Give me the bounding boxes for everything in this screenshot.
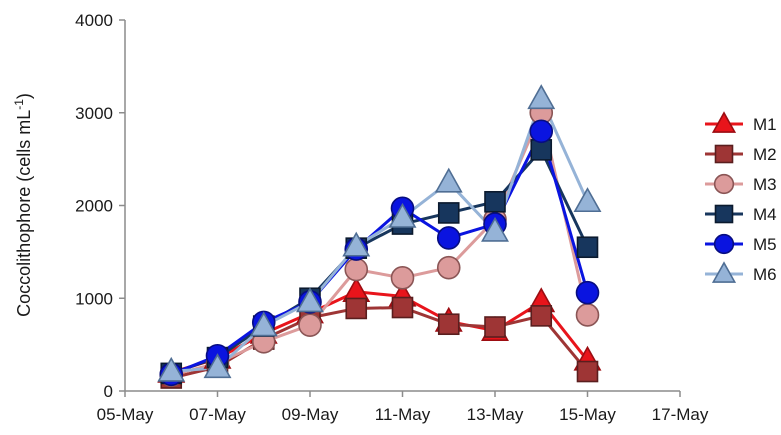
data-point-m3 xyxy=(298,313,322,337)
data-point-m6 xyxy=(434,167,463,193)
data-point-m6 xyxy=(388,202,417,228)
legend-marker-m3 xyxy=(713,173,735,195)
data-point-m6 xyxy=(249,311,278,337)
series-line-m1 xyxy=(170,290,589,374)
series-line-m4 xyxy=(170,148,589,375)
data-point-m6 xyxy=(527,84,556,110)
legend-marker-m6 xyxy=(711,261,737,283)
legend-label-m3: M3 xyxy=(753,175,777,194)
x-tick-label: 11-May xyxy=(375,405,431,424)
legend-label-m4: M4 xyxy=(753,205,777,224)
data-point-m4 xyxy=(576,236,599,259)
x-tick-label: 07-May xyxy=(189,405,246,424)
data-point-m2 xyxy=(345,297,368,320)
data-point-m2 xyxy=(437,313,460,336)
data-point-m3 xyxy=(344,257,369,282)
series-markers xyxy=(157,84,602,389)
data-point-m3 xyxy=(575,303,600,327)
data-point-m6 xyxy=(342,231,371,257)
y-tick-label: 0 xyxy=(104,382,113,401)
legend-marker-m4 xyxy=(714,204,734,224)
x-tick-label: 09-May xyxy=(282,405,339,424)
data-point-m5 xyxy=(436,226,461,250)
legend-label-m2: M2 xyxy=(753,145,777,164)
series-lines xyxy=(170,97,589,380)
y-tick-label: 1000 xyxy=(75,289,113,308)
y-tick-label: 3000 xyxy=(75,104,113,123)
data-point-m2 xyxy=(530,305,553,327)
x-tick-label: 15-May xyxy=(559,405,616,424)
x-tick-label: 13-May xyxy=(467,405,524,424)
data-point-m2 xyxy=(576,360,599,383)
data-point-m6 xyxy=(481,216,509,242)
legend: M1 M2 M3 M4 M5 M6 xyxy=(705,111,777,284)
data-point-m3 xyxy=(436,255,461,280)
svg-text:Coccolithophore (cells mL-1): Coccolithophore (cells mL-1) xyxy=(12,93,34,317)
series-line-m5 xyxy=(170,129,589,376)
legend-label-m1: M1 xyxy=(753,115,777,134)
data-point-m6 xyxy=(573,187,602,213)
data-point-m2 xyxy=(484,316,506,338)
x-tick-label: 05-May xyxy=(97,405,154,424)
legend-marker-m5 xyxy=(713,233,735,255)
axes: 0 1000 2000 3000 4000 05-May 07-May 09-May 11-Ma… xyxy=(75,11,709,424)
y-tick-label: 2000 xyxy=(75,197,113,216)
legend-label-m6: M6 xyxy=(753,265,777,284)
data-point-m6 xyxy=(157,356,186,382)
data-point-m3 xyxy=(390,266,415,290)
data-point-m6 xyxy=(203,353,232,379)
x-tick-label: 17-May xyxy=(652,405,709,424)
data-point-m5 xyxy=(575,280,600,305)
data-point-m6 xyxy=(296,287,324,313)
data-point-m2 xyxy=(391,296,414,319)
data-point-m4 xyxy=(437,202,460,224)
legend-label-m5: M5 xyxy=(753,235,777,254)
series-line-m6 xyxy=(171,97,589,374)
y-axis-title: Coccolithophore (cells mL-1) xyxy=(12,93,34,317)
legend-marker-m1 xyxy=(711,111,737,133)
data-point-m4 xyxy=(484,190,506,213)
data-point-m5 xyxy=(529,119,554,144)
legend-marker-m2 xyxy=(714,144,734,164)
y-tick-label: 4000 xyxy=(75,11,113,30)
series-line-m3 xyxy=(170,111,589,377)
